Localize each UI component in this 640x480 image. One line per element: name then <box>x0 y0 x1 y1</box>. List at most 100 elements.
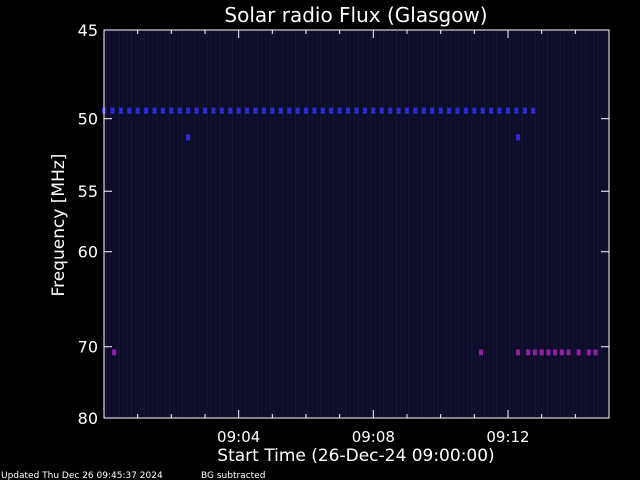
texture-stripe <box>156 31 158 417</box>
texture-stripe <box>605 31 607 417</box>
x-tick-label: 09:04 <box>217 428 260 446</box>
texture-stripe <box>131 31 133 417</box>
texture-stripe <box>425 31 427 417</box>
texture-stripe <box>215 31 217 417</box>
texture-stripe <box>320 31 322 417</box>
emission-mark <box>472 107 477 114</box>
emission-mark <box>379 107 384 114</box>
emission-marks <box>102 107 598 356</box>
texture-stripe <box>173 31 175 417</box>
texture-stripe <box>509 31 511 417</box>
emission-mark <box>337 107 342 114</box>
emission-mark <box>152 107 157 114</box>
texture-stripe <box>584 31 586 417</box>
x-axis-label: Start Time (26-Dec-24 09:00:00) <box>217 446 494 466</box>
texture-stripe <box>240 31 242 417</box>
y-tick-label: 50 <box>78 110 98 129</box>
texture-stripe <box>383 31 385 417</box>
footer-updated: Updated Thu Dec 26 09:45:37 2024 <box>1 471 163 480</box>
texture-stripe <box>505 31 506 417</box>
emission-mark <box>278 107 283 114</box>
texture-stripe <box>559 31 561 417</box>
emission-mark <box>245 107 250 114</box>
emission-mark <box>304 107 308 114</box>
emission-mark <box>186 134 191 141</box>
texture-stripe <box>261 31 263 417</box>
emission-mark <box>489 107 494 114</box>
emission-mark <box>593 349 598 356</box>
texture-stripe <box>521 31 523 417</box>
texture-stripe <box>484 31 485 417</box>
texture-stripe <box>492 31 494 417</box>
texture-stripe <box>295 31 296 417</box>
texture-stripe <box>278 31 280 417</box>
x-tick-label: 09:12 <box>486 428 529 446</box>
emission-mark <box>118 107 123 114</box>
texture-stripe <box>463 31 464 417</box>
texture-stripe <box>374 31 376 417</box>
texture-stripe <box>148 31 149 417</box>
emission-mark <box>396 107 401 114</box>
texture-stripe <box>353 31 355 417</box>
emission-mark <box>526 349 531 356</box>
emission-mark <box>576 349 581 356</box>
emission-mark <box>354 107 359 114</box>
texture-stripe <box>542 31 544 417</box>
texture-stripe <box>211 31 212 417</box>
emission-mark <box>514 107 519 114</box>
texture-stripe <box>257 31 259 417</box>
texture-stripe <box>202 31 204 417</box>
emission-mark <box>177 107 182 114</box>
texture-stripe <box>589 31 590 417</box>
emission-mark <box>346 107 351 114</box>
emission-mark <box>531 107 536 114</box>
texture-stripe <box>580 31 582 417</box>
emission-mark <box>287 107 292 114</box>
texture-stripe <box>341 31 343 417</box>
y-tick-label: 45 <box>78 21 98 40</box>
texture-stripe <box>349 31 351 417</box>
emission-mark <box>236 107 241 114</box>
texture-stripe <box>127 31 128 417</box>
texture-stripe <box>316 31 317 417</box>
emission-mark <box>112 349 117 356</box>
texture-stripe <box>110 31 112 417</box>
texture-stripe <box>379 31 380 417</box>
emission-mark <box>312 107 317 114</box>
texture-stripe <box>530 31 532 417</box>
footer-bg-subtracted: BG subtracted <box>201 471 265 480</box>
texture-stripe <box>290 31 292 417</box>
texture-stripe <box>269 31 271 417</box>
emission-mark <box>430 107 435 114</box>
texture-stripe <box>400 31 401 417</box>
texture-stripe <box>223 31 225 417</box>
texture-stripe <box>416 31 418 417</box>
x-axis: 09:04 09:08 09:12 <box>137 30 576 446</box>
texture-stripe <box>169 31 170 417</box>
texture-stripe <box>139 31 141 417</box>
texture-stripe <box>429 31 431 417</box>
emission-mark <box>329 107 334 114</box>
texture-stripe <box>164 31 166 417</box>
texture-stripe <box>395 31 397 417</box>
texture-stripe <box>475 31 477 417</box>
emission-mark <box>479 349 484 356</box>
emission-mark <box>516 349 521 356</box>
texture-stripe <box>450 31 452 417</box>
y-tick-label: 60 <box>78 243 98 262</box>
emission-mark <box>586 349 591 356</box>
emission-mark <box>203 107 207 114</box>
y-tick-label: 55 <box>78 182 98 201</box>
texture-stripe <box>219 31 221 417</box>
texture-stripe <box>408 31 410 417</box>
emission-mark <box>463 107 468 114</box>
texture-stripe <box>337 31 338 417</box>
emission-mark <box>455 107 460 114</box>
texture-stripe <box>496 31 498 417</box>
texture-stripe <box>118 31 120 417</box>
y-axis: 45 50 55 60 70 80 <box>78 21 609 428</box>
emission-mark <box>228 107 233 114</box>
texture-stripe <box>194 31 196 417</box>
texture-stripe <box>198 31 200 417</box>
